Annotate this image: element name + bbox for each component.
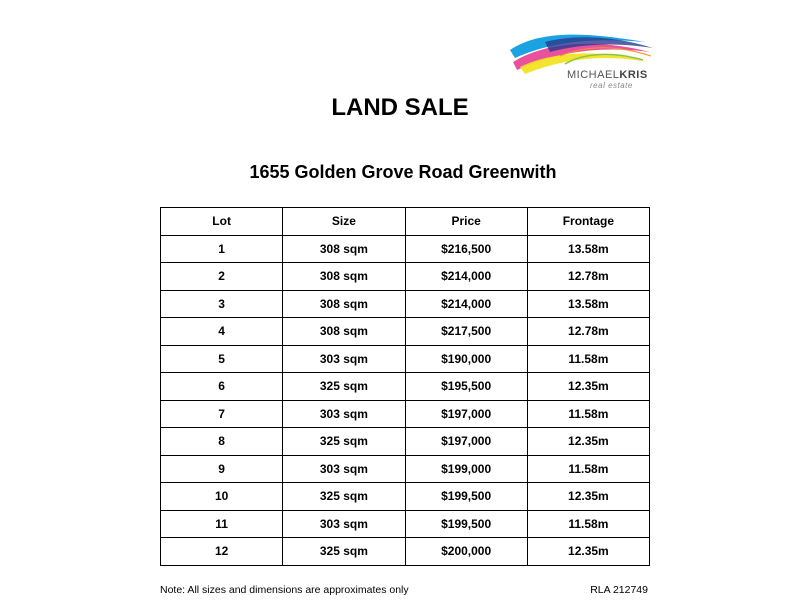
table-cell: 308 sqm xyxy=(282,234,406,263)
table-cell: 3 xyxy=(159,289,284,318)
table-cell: 2 xyxy=(159,262,284,291)
table-cell: 11.58m xyxy=(526,344,651,373)
table-cell: $190,000 xyxy=(404,344,528,373)
table-cell: 11.58m xyxy=(526,454,651,483)
table-body: 1 308 sqm $216,500 13.58m 2 308 sqm $214,000 12… xyxy=(159,234,651,566)
title: LAND SALE xyxy=(331,94,469,121)
table-cell: 4 xyxy=(159,317,284,346)
table-cell: 13.58m xyxy=(526,289,651,318)
table-cell: 13.58m xyxy=(526,234,651,263)
table-cell: 10 xyxy=(159,482,284,511)
header-cell: Frontage xyxy=(526,207,651,236)
table-row: 6 325 sqm $195,500 12.35m xyxy=(159,372,651,401)
table-cell: 12.35m xyxy=(526,482,651,511)
table-cell: 7 xyxy=(159,399,284,428)
header-cell: Price xyxy=(404,207,528,236)
table-cell: 11.58m xyxy=(526,399,651,428)
table-cell: 308 sqm xyxy=(282,289,406,318)
table-cell: $199,500 xyxy=(404,482,528,511)
table-row: 2 308 sqm $214,000 12.78m xyxy=(159,262,651,291)
table-cell: 308 sqm xyxy=(282,262,406,291)
table-cell: 8 xyxy=(159,427,284,456)
table-cell: $199,500 xyxy=(404,509,528,538)
table-row: 11 303 sqm $199,500 11.58m xyxy=(159,509,651,538)
table-cell: $214,000 xyxy=(404,289,528,318)
header-cell: Size xyxy=(282,207,406,236)
table-row: 7 303 sqm $197,000 11.58m xyxy=(159,399,651,428)
table-cell: 12.35m xyxy=(526,427,651,456)
table-row: 3 308 sqm $214,000 13.58m xyxy=(159,289,651,318)
logo-brand: MICHAELKRIS xyxy=(567,69,648,81)
logo-tagline: real estate xyxy=(590,81,633,90)
table-row: 10 325 sqm $199,500 12.35m xyxy=(159,482,651,511)
table-cell: $195,500 xyxy=(404,372,528,401)
table-cell: 308 sqm xyxy=(282,317,406,346)
rla: RLA 212749 xyxy=(590,584,648,596)
table-cell: 9 xyxy=(159,454,284,483)
lot-table: Lot Size Price Frontage 1 308 sqm $216,500 13.… xyxy=(159,207,651,566)
brand-first: MICHAEL xyxy=(567,69,620,81)
table-cell: $200,000 xyxy=(404,537,528,566)
table-row: 4 308 sqm $217,500 12.78m xyxy=(159,317,651,346)
table-cell: $216,500 xyxy=(404,234,528,263)
note: Note: All sizes and dimensions are appro… xyxy=(160,584,409,596)
table-cell: 325 sqm xyxy=(282,372,406,401)
table-row: 12 325 sqm $200,000 12.35m xyxy=(159,537,651,566)
table-cell: 303 sqm xyxy=(282,399,406,428)
brand-second: KRIS xyxy=(619,69,648,81)
table-cell: 303 sqm xyxy=(282,509,406,538)
table-cell: $199,000 xyxy=(404,454,528,483)
table-cell: 303 sqm xyxy=(282,454,406,483)
table-cell: 325 sqm xyxy=(282,427,406,456)
table-cell: $197,000 xyxy=(404,427,528,456)
table-cell: 11 xyxy=(159,509,284,538)
table-cell: 11.58m xyxy=(526,509,651,538)
header-row: Lot Size Price Frontage xyxy=(159,207,651,236)
table-cell: $217,500 xyxy=(404,317,528,346)
table-cell: 325 sqm xyxy=(282,482,406,511)
table-cell: 12.78m xyxy=(526,262,651,291)
table-cell: 303 sqm xyxy=(282,344,406,373)
table-cell: 12.78m xyxy=(526,317,651,346)
table-cell: 5 xyxy=(159,344,284,373)
table-row: 1 308 sqm $216,500 13.58m xyxy=(159,234,651,263)
subtitle: 1655 Golden Grove Road Greenwith xyxy=(249,162,557,182)
table-cell: $197,000 xyxy=(404,399,528,428)
table-cell: 6 xyxy=(159,372,284,401)
table-cell: 12 xyxy=(159,537,284,566)
table-cell: $214,000 xyxy=(404,262,528,291)
table-cell: 325 sqm xyxy=(282,537,406,566)
table-row: 9 303 sqm $199,000 11.58m xyxy=(159,454,651,483)
table-row: 8 325 sqm $197,000 12.35m xyxy=(159,427,651,456)
table-cell: 1 xyxy=(159,234,284,263)
table-row: 5 303 sqm $190,000 11.58m xyxy=(159,344,651,373)
table-cell: 12.35m xyxy=(526,537,651,566)
logo-graphic xyxy=(510,34,653,74)
table-cell: 12.35m xyxy=(526,372,651,401)
header-cell: Lot xyxy=(159,207,284,236)
